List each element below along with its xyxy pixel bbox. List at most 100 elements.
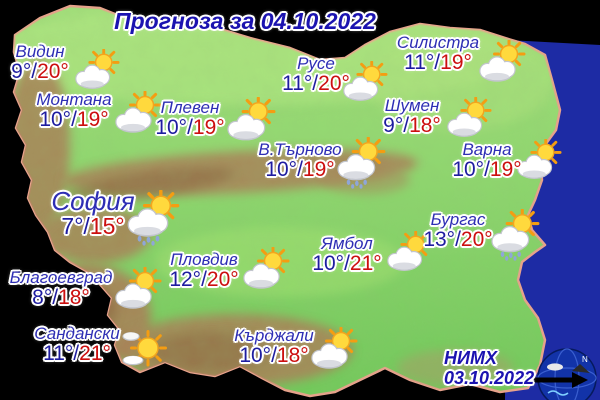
temp-separator: /	[434, 51, 441, 74]
temp-low: 10°	[265, 158, 298, 181]
city-sandanski: Сандански 11°/21°	[26, 325, 128, 364]
temp-separator: /	[187, 116, 193, 139]
temp-high: 19°	[76, 108, 109, 131]
temp-low: 11°	[282, 72, 313, 95]
attribution-date: 03.10.2022	[444, 368, 535, 388]
city-temps: 12°/20°	[164, 269, 244, 290]
temp-low: 9°	[11, 60, 32, 83]
temp-high: 21°	[349, 252, 382, 275]
temp-separator: /	[455, 228, 461, 251]
temp-low: 10°	[452, 158, 485, 181]
temp-high: 20°	[318, 72, 350, 95]
temp-high: 20°	[37, 60, 69, 83]
temp-high: 19°	[192, 116, 225, 139]
city-name: Шумен	[384, 96, 440, 115]
temp-separator: /	[73, 342, 80, 365]
city-temps: 13°/20°	[418, 229, 498, 250]
temp-high: 19°	[302, 158, 335, 181]
partly-cloudy-icon	[114, 267, 162, 315]
temp-high: 20°	[460, 228, 493, 251]
city-shumen: Шумен 9°/18°	[374, 97, 450, 136]
partly-cloudy-icon	[310, 327, 358, 375]
temp-high: 18°	[58, 286, 90, 309]
city-temps: 10°/18°	[232, 345, 316, 366]
partly-cloudy-icon	[242, 247, 290, 295]
temp-high: 18°	[409, 114, 441, 137]
city-temps: 10°/21°	[300, 253, 394, 274]
partly-cloudy-icon	[446, 97, 492, 143]
city-yambol: Ямбол 10°/21°	[300, 235, 394, 274]
temp-high: 19°	[489, 158, 522, 181]
city-temps: 10°/19°	[30, 109, 118, 130]
city-pleven: Плевен 10°/19°	[150, 99, 230, 138]
city-temps: 10°/19°	[150, 117, 230, 138]
temp-separator: /	[31, 60, 38, 83]
temp-separator: /	[312, 72, 319, 95]
attribution: НИМХ 03.10.2022	[444, 349, 534, 387]
temp-separator: /	[297, 158, 303, 181]
temp-low: 11°	[404, 51, 435, 74]
temp-separator: /	[484, 158, 490, 181]
city-temps: 9°/20°	[0, 61, 80, 82]
city-temps: 10°/19°	[450, 159, 524, 180]
temp-low: 7°	[61, 213, 84, 239]
temp-high: 15°	[89, 213, 125, 239]
temp-low: 8°	[32, 286, 53, 309]
temp-low: 9°	[383, 114, 404, 137]
city-vidin: Видин 9°/20°	[0, 43, 80, 82]
city-name: Бургас	[430, 210, 486, 229]
city-temps: 11°/21°	[26, 343, 128, 364]
temp-low: 11°	[43, 342, 74, 365]
temp-separator: /	[271, 344, 277, 367]
temp-low: 13°	[423, 228, 456, 251]
attribution-org: НИМХ	[444, 348, 497, 368]
forecast-title: Прогноза за 04.10.2022	[114, 8, 376, 34]
city-burgas: Бургас 13°/20°	[418, 211, 498, 250]
city-temps: 7°/15°	[38, 215, 148, 238]
city-name: Кърджали	[234, 326, 314, 345]
temp-separator: /	[83, 213, 90, 239]
city-name: В.Търново	[258, 140, 342, 159]
city-plovdiv: Пловдив 12°/20°	[164, 251, 244, 290]
city-name: Силистра	[396, 33, 480, 52]
city-name: Варна	[462, 140, 512, 159]
city-name: София	[51, 186, 135, 216]
city-temps: 10°/19°	[256, 159, 344, 180]
city-temps: 11°/19°	[394, 52, 482, 73]
city-name: Монтана	[36, 90, 112, 109]
temp-low: 10°	[239, 344, 272, 367]
nimh-logo: N	[534, 348, 597, 400]
city-kardzhali: Кърджали 10°/18°	[232, 327, 316, 366]
temp-high: 19°	[440, 51, 472, 74]
city-temps: 9°/18°	[374, 115, 450, 136]
city-name: Плевен	[160, 98, 220, 117]
temp-separator: /	[403, 114, 410, 137]
city-temps: 8°/18°	[2, 287, 120, 308]
city-name: Видин	[15, 42, 65, 61]
city-name: Пловдив	[170, 250, 238, 269]
temp-low: 10°	[39, 108, 72, 131]
temp-separator: /	[52, 286, 59, 309]
city-silistra: Силистра 11°/19°	[394, 34, 482, 73]
temp-low: 12°	[169, 268, 202, 291]
city-varna: Варна 10°/19°	[450, 141, 524, 180]
city-veliko-tarnovo: В.Търново 10°/19°	[256, 141, 344, 180]
temp-high: 21°	[79, 342, 111, 365]
temp-separator: /	[344, 252, 350, 275]
city-name: Ямбол	[321, 234, 373, 253]
city-sofia: София 7°/15°	[38, 188, 148, 238]
city-name: Благоевград	[9, 268, 113, 287]
temp-high: 20°	[206, 268, 239, 291]
temp-low: 10°	[155, 116, 188, 139]
temp-separator: /	[71, 108, 77, 131]
temp-separator: /	[201, 268, 207, 291]
temp-low: 10°	[312, 252, 345, 275]
temp-high: 18°	[276, 344, 309, 367]
city-blagoevgrad: Благоевград 8°/18°	[2, 269, 120, 308]
svg-text:N: N	[582, 355, 588, 364]
partly-cloudy-icon	[478, 40, 526, 88]
city-temps: 11°/20°	[282, 73, 350, 94]
partly-cloudy-icon	[74, 49, 120, 95]
city-montana: Монтана 10°/19°	[30, 91, 118, 130]
